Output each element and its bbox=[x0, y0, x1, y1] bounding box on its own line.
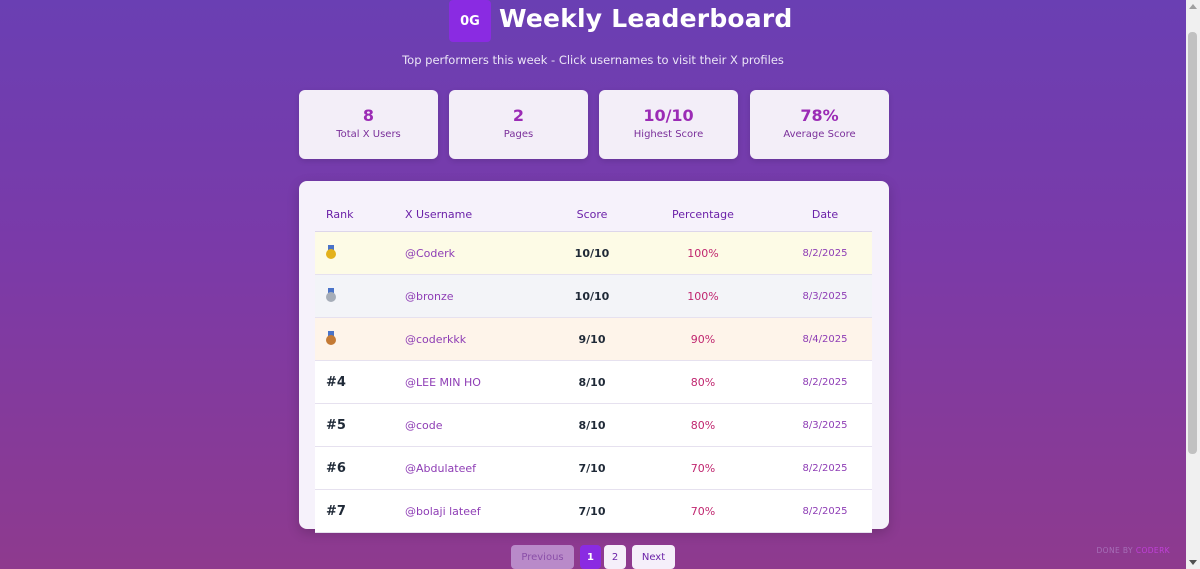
footer-credit: DONE BY CODERK bbox=[1096, 546, 1170, 555]
percentage-cell: 80% bbox=[628, 403, 778, 447]
score-cell: 8/10 bbox=[556, 360, 628, 404]
date-cell: 8/2/2025 bbox=[778, 489, 872, 533]
rank-cell: #5 bbox=[315, 403, 404, 447]
stat-label: Highest Score bbox=[633, 129, 704, 140]
header: 0G Weekly Leaderboard bbox=[0, 0, 1186, 44]
logo: 0G bbox=[449, 0, 491, 42]
stat-card-highest-score: 10/10 Highest Score bbox=[599, 90, 738, 159]
table-row: @coderkkk 9/10 90% 8/4/2025 bbox=[315, 317, 872, 361]
silver-medal-icon bbox=[326, 287, 336, 302]
leaderboard-panel: Rank X Username Score Percentage Date @C… bbox=[299, 181, 889, 533]
credit-prefix: DONE BY bbox=[1096, 546, 1134, 555]
page-title: Weekly Leaderboard bbox=[499, 4, 793, 33]
table-row: #4 @LEE MIN HO 8/10 80% 8/2/2025 bbox=[315, 360, 872, 404]
score-cell: 9/10 bbox=[556, 317, 628, 361]
username-link[interactable]: @LEE MIN HO bbox=[404, 360, 556, 404]
percentage-cell: 80% bbox=[628, 360, 778, 404]
table-row: @Coderk 10/10 100% 8/2/2025 bbox=[315, 231, 872, 275]
pagination: Previous 1 2 Next bbox=[0, 545, 1186, 569]
score-cell: 10/10 bbox=[556, 231, 628, 275]
username-link[interactable]: @bronze bbox=[404, 274, 556, 318]
table-row: @bronze 10/10 100% 8/3/2025 bbox=[315, 274, 872, 318]
column-header-username: X Username bbox=[404, 197, 556, 232]
table-row: #5 @code 8/10 80% 8/3/2025 bbox=[315, 403, 872, 447]
page-subtitle: Top performers this week - Click usernam… bbox=[402, 53, 784, 67]
rank-cell: #6 bbox=[315, 446, 404, 490]
scrollbar-thumb[interactable] bbox=[1188, 32, 1197, 454]
previous-button[interactable]: Previous bbox=[511, 545, 574, 569]
score-cell: 8/10 bbox=[556, 403, 628, 447]
date-cell: 8/3/2025 bbox=[778, 403, 872, 447]
scroll-down-arrow-icon[interactable] bbox=[1189, 560, 1197, 565]
leaderboard-table: Rank X Username Score Percentage Date @C… bbox=[315, 197, 872, 533]
column-header-percentage: Percentage bbox=[628, 197, 778, 232]
date-cell: 8/3/2025 bbox=[778, 274, 872, 318]
bronze-medal-icon bbox=[326, 330, 336, 345]
rank-cell bbox=[315, 231, 404, 275]
score-cell: 7/10 bbox=[556, 489, 628, 533]
score-cell: 7/10 bbox=[556, 446, 628, 490]
column-header-date: Date bbox=[778, 197, 872, 232]
vertical-scrollbar[interactable] bbox=[1186, 0, 1200, 569]
table-row: #6 @Abdulateef 7/10 70% 8/2/2025 bbox=[315, 446, 872, 490]
username-link[interactable]: @code bbox=[404, 403, 556, 447]
rank-cell: #7 bbox=[315, 489, 404, 533]
stats-row: 8 Total X Users 2 Pages 10/10 Highest Sc… bbox=[299, 90, 889, 159]
percentage-cell: 70% bbox=[628, 489, 778, 533]
stat-value: 2 bbox=[512, 106, 525, 125]
stat-card-total-users: 8 Total X Users bbox=[299, 90, 438, 159]
username-link[interactable]: @coderkkk bbox=[404, 317, 556, 361]
column-header-score: Score bbox=[556, 197, 628, 232]
table-row: #7 @bolaji lateef 7/10 70% 8/2/2025 bbox=[315, 489, 872, 533]
gold-medal-icon bbox=[326, 244, 336, 259]
stat-label: Average Score bbox=[783, 129, 856, 140]
credit-name[interactable]: CODERK bbox=[1135, 546, 1170, 555]
table-header-row: Rank X Username Score Percentage Date bbox=[315, 197, 872, 232]
stat-value: 10/10 bbox=[643, 106, 694, 125]
rank-cell bbox=[315, 317, 404, 361]
scroll-up-arrow-icon[interactable] bbox=[1189, 4, 1197, 9]
rank-cell: #4 bbox=[315, 360, 404, 404]
date-cell: 8/2/2025 bbox=[778, 231, 872, 275]
percentage-cell: 90% bbox=[628, 317, 778, 361]
score-cell: 10/10 bbox=[556, 274, 628, 318]
percentage-cell: 100% bbox=[628, 274, 778, 318]
stat-value: 78% bbox=[800, 106, 839, 125]
stat-label: Total X Users bbox=[336, 129, 401, 140]
username-link[interactable]: @Coderk bbox=[404, 231, 556, 275]
date-cell: 8/2/2025 bbox=[778, 446, 872, 490]
stat-card-pages: 2 Pages bbox=[449, 90, 588, 159]
percentage-cell: 70% bbox=[628, 446, 778, 490]
column-header-rank: Rank bbox=[315, 197, 404, 232]
stat-card-average-score: 78% Average Score bbox=[750, 90, 889, 159]
page-2-button[interactable]: 2 bbox=[604, 545, 626, 569]
next-button[interactable]: Next bbox=[632, 545, 675, 569]
percentage-cell: 100% bbox=[628, 231, 778, 275]
username-link[interactable]: @bolaji lateef bbox=[404, 489, 556, 533]
rank-cell bbox=[315, 274, 404, 318]
date-cell: 8/4/2025 bbox=[778, 317, 872, 361]
date-cell: 8/2/2025 bbox=[778, 360, 872, 404]
username-link[interactable]: @Abdulateef bbox=[404, 446, 556, 490]
stat-value: 8 bbox=[362, 106, 375, 125]
page-1-button[interactable]: 1 bbox=[580, 545, 601, 569]
stat-label: Pages bbox=[503, 129, 534, 140]
